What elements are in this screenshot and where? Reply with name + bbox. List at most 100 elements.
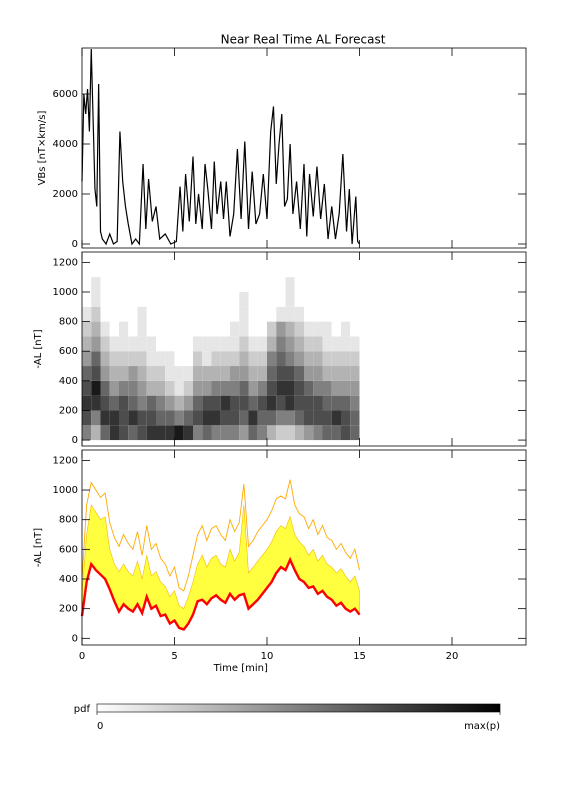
heatmap-cell: [313, 321, 323, 337]
heatmap-cell: [239, 410, 249, 426]
heatmap-cell: [202, 351, 212, 367]
heatmap-cell: [341, 321, 351, 337]
heatmap-cell: [294, 336, 304, 352]
heatmap-cell: [183, 291, 193, 307]
heatmap-cell: [267, 425, 277, 441]
heatmap-cell: [285, 277, 295, 292]
heatmap-cell: [313, 395, 323, 411]
heatmap-cell: [239, 380, 249, 396]
heatmap-cell: [174, 277, 184, 292]
heatmap-cell: [146, 321, 156, 337]
heatmap-cell: [100, 277, 110, 292]
heatmap-cell: [193, 366, 203, 381]
heatmap-cell: [156, 425, 166, 441]
heatmap-cell: [91, 321, 101, 337]
heatmap-cell: [211, 291, 221, 307]
heatmap-cell: [230, 306, 240, 322]
heatmap-cell: [193, 336, 203, 352]
heatmap-cell: [156, 366, 166, 381]
heatmap-cell: [165, 336, 175, 352]
heatmap-cell: [341, 395, 351, 411]
heatmap-cell: [82, 277, 92, 292]
heatmap-cell: [239, 351, 249, 367]
heatmap-cell: [220, 277, 230, 292]
heatmap-cell: [183, 351, 193, 367]
heatmap-cell: [119, 336, 129, 352]
heatmap-cell: [174, 321, 184, 337]
colorbar: [96, 703, 501, 713]
heatmap-cell: [119, 395, 129, 411]
heatmap-cell: [128, 366, 138, 381]
heatmap-cell: [183, 366, 193, 381]
heatmap-cell: [91, 351, 101, 367]
heatmap-cell: [313, 291, 323, 307]
heatmap-cell: [128, 351, 138, 367]
heatmap-cell: [239, 336, 249, 352]
heatmap-cell: [248, 306, 258, 322]
heatmap-cell: [322, 395, 332, 411]
plot-frame: [81, 449, 527, 646]
y-tick-label: 600: [59, 544, 78, 555]
heatmap-cell: [193, 351, 203, 367]
y-tick-label: 1000: [53, 485, 78, 496]
heatmap-cell: [257, 321, 267, 337]
heatmap-cell: [202, 306, 212, 322]
heatmap-cell: [322, 321, 332, 337]
heatmap-cell: [230, 291, 240, 307]
heatmap-cell: [313, 277, 323, 292]
heatmap-cell: [137, 425, 147, 441]
heatmap-cell: [202, 380, 212, 396]
heatmap-cell: [128, 425, 138, 441]
heatmap-cell: [350, 425, 360, 441]
heatmap-cell: [119, 366, 129, 381]
heatmap-cell: [202, 277, 212, 292]
heatmap-cell: [202, 336, 212, 352]
heatmap-cell: [257, 366, 267, 381]
heatmap-cell: [174, 425, 184, 441]
colorbar-label: pdf: [74, 704, 91, 715]
heatmap-cell: [146, 351, 156, 367]
heatmap-cell: [248, 395, 258, 411]
y-tick-label: 800: [59, 515, 78, 526]
heatmap-cell: [220, 366, 230, 381]
heatmap-cell: [230, 410, 240, 426]
heatmap-cell: [119, 321, 129, 337]
heatmap-cell: [100, 410, 110, 426]
heatmap-cell: [248, 380, 258, 396]
heatmap-cell: [109, 291, 119, 307]
heatmap-cell: [202, 395, 212, 411]
data-line: [81, 48, 360, 246]
heatmap-cell: [146, 425, 156, 441]
heatmap-cell: [183, 321, 193, 337]
heatmap-cell: [91, 380, 101, 396]
heatmap-cell: [109, 321, 119, 337]
heatmap-cell: [82, 336, 92, 352]
heatmap-cell: [220, 291, 230, 307]
heatmap-cell: [119, 380, 129, 396]
heatmap-cell: [267, 366, 277, 381]
x-tick-label: 0: [79, 651, 85, 662]
y-tick-label: 1200: [53, 257, 78, 268]
heatmap-cell: [350, 351, 360, 367]
heatmap-cell: [165, 306, 175, 322]
heatmap-cell: [165, 410, 175, 426]
heatmap-cell: [230, 321, 240, 337]
heatmap-cell: [128, 336, 138, 352]
heatmap-cell: [276, 380, 286, 396]
heatmap-cell: [341, 336, 351, 352]
y-tick-label: 0: [72, 239, 78, 250]
heatmap-cell: [109, 351, 119, 367]
heatmap-cell: [285, 425, 295, 441]
heatmap-cell: [350, 336, 360, 352]
heatmap-cell: [239, 425, 249, 441]
heatmap-cell: [294, 395, 304, 411]
heatmap-cell: [82, 306, 92, 322]
heatmap-cell: [165, 395, 175, 411]
heatmap-cell: [183, 395, 193, 411]
heatmap-cell: [137, 291, 147, 307]
heatmap-cell: [156, 395, 166, 411]
heatmap-cell: [82, 380, 92, 396]
heatmap-cell: [276, 336, 286, 352]
heatmap-cell: [137, 336, 147, 352]
heatmap-cell: [119, 425, 129, 441]
